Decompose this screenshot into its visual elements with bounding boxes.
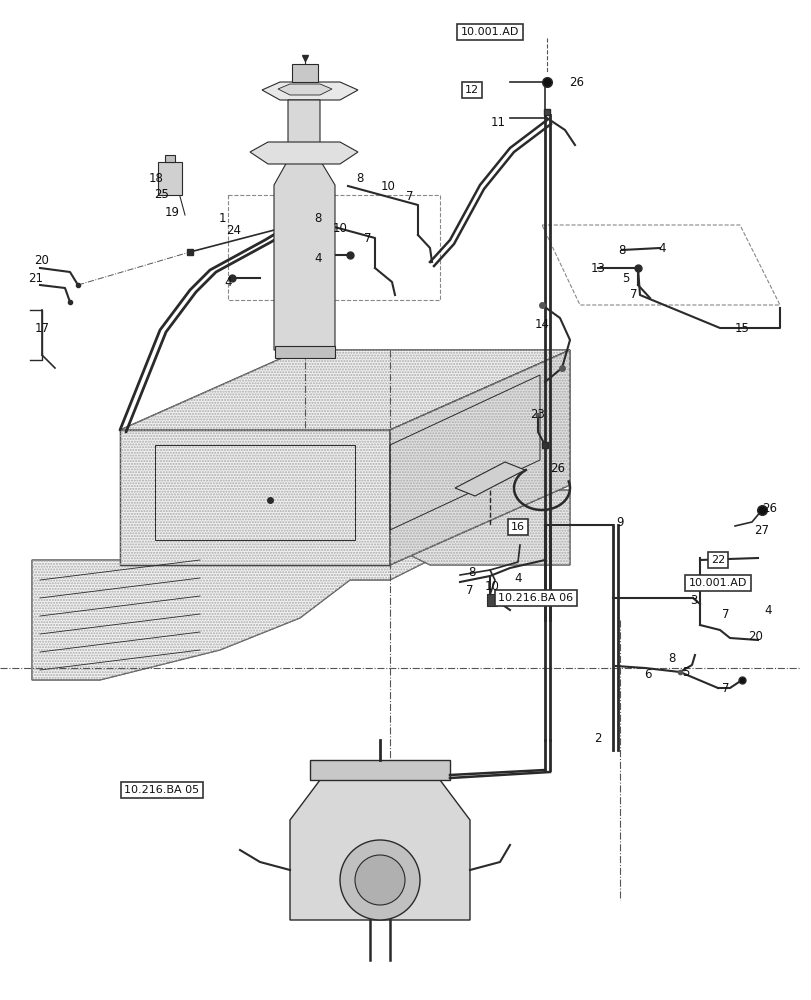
Text: 15: 15 bbox=[734, 322, 749, 334]
Text: 10.216.BA 05: 10.216.BA 05 bbox=[124, 785, 200, 795]
Text: 7: 7 bbox=[364, 232, 371, 244]
Text: 20: 20 bbox=[748, 630, 762, 643]
Text: 3: 3 bbox=[689, 593, 697, 606]
Circle shape bbox=[354, 855, 405, 905]
Polygon shape bbox=[120, 430, 389, 565]
Text: 8: 8 bbox=[314, 212, 321, 225]
Polygon shape bbox=[250, 142, 358, 164]
Text: 12: 12 bbox=[465, 85, 478, 95]
Text: 18: 18 bbox=[148, 172, 163, 185]
Text: 16: 16 bbox=[510, 522, 525, 532]
Text: 10.001.AD: 10.001.AD bbox=[688, 578, 746, 588]
Text: 22: 22 bbox=[710, 555, 724, 565]
Text: 8: 8 bbox=[667, 652, 675, 664]
Text: 4: 4 bbox=[513, 572, 521, 584]
Text: 1: 1 bbox=[218, 212, 225, 225]
Text: 10: 10 bbox=[484, 580, 499, 592]
Polygon shape bbox=[165, 155, 175, 162]
Text: 7: 7 bbox=[406, 190, 414, 202]
Text: 5: 5 bbox=[681, 666, 689, 678]
Polygon shape bbox=[292, 64, 318, 82]
Text: 6: 6 bbox=[643, 668, 651, 680]
Text: 9: 9 bbox=[616, 516, 623, 528]
Polygon shape bbox=[310, 760, 449, 780]
Text: 7: 7 bbox=[721, 607, 729, 620]
Polygon shape bbox=[275, 346, 335, 358]
Polygon shape bbox=[454, 462, 525, 496]
FancyBboxPatch shape bbox=[486, 594, 496, 606]
Text: 20: 20 bbox=[35, 253, 49, 266]
Text: 11: 11 bbox=[490, 116, 505, 129]
Text: 4: 4 bbox=[658, 241, 665, 254]
Text: 2: 2 bbox=[594, 732, 601, 744]
Text: 4: 4 bbox=[224, 275, 231, 288]
Polygon shape bbox=[120, 350, 569, 430]
Text: 10.001.AD: 10.001.AD bbox=[461, 27, 518, 37]
Polygon shape bbox=[389, 350, 569, 565]
Text: 23: 23 bbox=[530, 408, 545, 422]
Polygon shape bbox=[32, 490, 430, 680]
Polygon shape bbox=[277, 84, 332, 95]
Polygon shape bbox=[262, 82, 358, 100]
Circle shape bbox=[340, 840, 419, 920]
Text: 8: 8 bbox=[617, 243, 625, 256]
Text: 26: 26 bbox=[762, 502, 777, 514]
Text: 4: 4 bbox=[314, 251, 321, 264]
Text: 19: 19 bbox=[165, 206, 179, 219]
Text: 7: 7 bbox=[629, 288, 637, 302]
Text: 8: 8 bbox=[356, 172, 363, 185]
Text: 26: 26 bbox=[550, 462, 564, 475]
Text: 26: 26 bbox=[569, 76, 584, 89]
Polygon shape bbox=[290, 780, 470, 920]
Text: 17: 17 bbox=[34, 322, 49, 334]
Text: 13: 13 bbox=[590, 261, 605, 274]
Text: 8: 8 bbox=[468, 566, 475, 578]
Text: 7: 7 bbox=[466, 584, 473, 596]
Text: 7: 7 bbox=[721, 682, 729, 694]
Text: 4: 4 bbox=[763, 603, 770, 616]
Text: 21: 21 bbox=[28, 271, 44, 284]
Text: 25: 25 bbox=[154, 188, 169, 202]
Text: 10: 10 bbox=[380, 180, 395, 193]
Text: 5: 5 bbox=[621, 271, 629, 284]
Text: 10: 10 bbox=[333, 222, 347, 234]
Text: 10.216.BA 06: 10.216.BA 06 bbox=[498, 593, 573, 603]
Polygon shape bbox=[158, 162, 182, 195]
Text: 14: 14 bbox=[534, 318, 549, 332]
Text: 27: 27 bbox=[753, 524, 769, 536]
Polygon shape bbox=[273, 100, 335, 350]
Polygon shape bbox=[389, 490, 569, 565]
Text: 24: 24 bbox=[226, 224, 241, 236]
